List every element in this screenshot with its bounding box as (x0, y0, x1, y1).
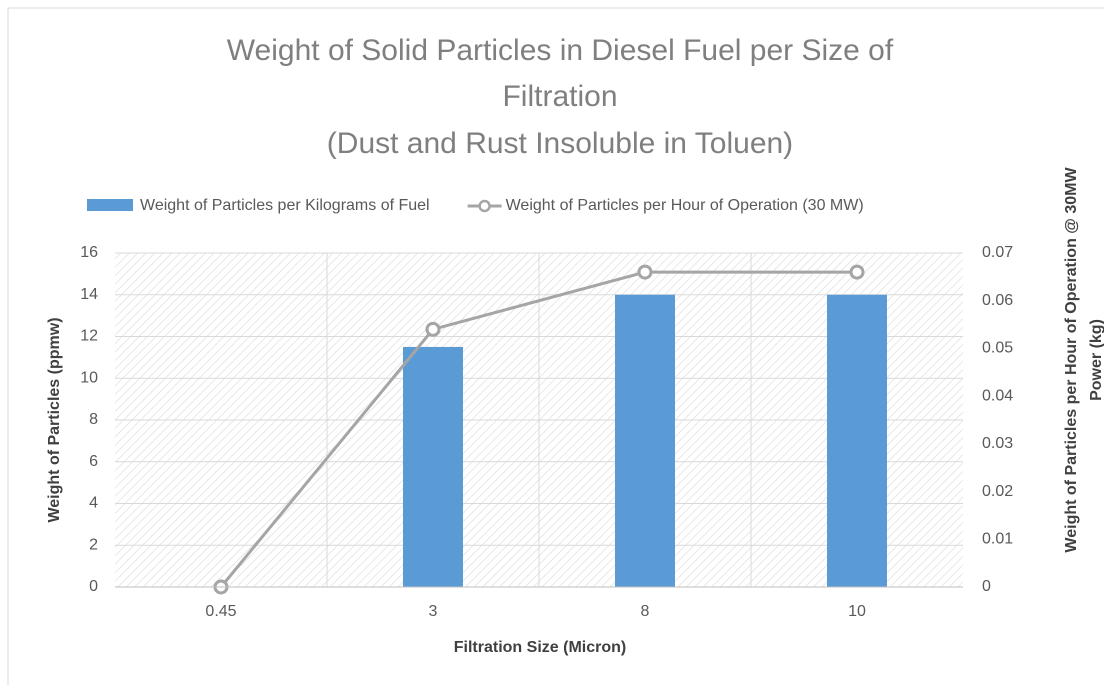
y2-tick-label: 0.01 (982, 531, 1013, 548)
chart-border (7, 7, 1104, 685)
y2-axis-title: Power (kg) (1088, 319, 1104, 401)
legend-swatch (478, 199, 491, 213)
x-axis-title: Filtration Size (Micron) (454, 639, 626, 656)
bar (403, 346, 463, 587)
x-tick-label: 10 (848, 603, 866, 620)
y-tick-label: 0 (89, 578, 98, 595)
chart-title: Weight of Solid Particles in Diesel Fuel… (227, 34, 894, 67)
line-marker (849, 264, 865, 280)
y-tick-label: 4 (89, 495, 98, 512)
x-tick-label: 3 (429, 603, 438, 620)
line-marker (637, 264, 653, 280)
y2-tick-label: 0.04 (982, 387, 1013, 404)
line-marker (425, 321, 441, 337)
y2-tick-label: 0.07 (982, 244, 1013, 261)
y2-tick-label: 0.05 (982, 340, 1013, 357)
y2-tick-label: 0.06 (982, 292, 1013, 309)
y-tick-label: 16 (80, 244, 98, 261)
y2-axis-title: Weight of Particles per Hour of Operatio… (1063, 167, 1080, 553)
bar (615, 294, 675, 587)
y2-tick-label: 0 (982, 578, 991, 595)
y-tick-label: 6 (89, 453, 98, 470)
bar (827, 294, 887, 587)
legend-label: Weight of Particles per Kilograms of Fue… (140, 197, 430, 214)
y-axis-title: Weight of Particles (ppmw) (46, 317, 63, 522)
chart-title: Filtration (502, 80, 617, 113)
y-tick-label: 2 (89, 536, 98, 553)
y2-tick-label: 0.02 (982, 483, 1013, 500)
chart-title: (Dust and Rust Insoluble in Toluen) (327, 127, 793, 160)
y2-tick-label: 0.03 (982, 435, 1013, 452)
y-tick-label: 12 (80, 328, 98, 345)
legend-label: Weight of Particles per Hour of Operatio… (506, 197, 864, 214)
legend-swatch (87, 199, 133, 211)
y-tick-label: 8 (89, 411, 98, 428)
x-tick-label: 0.45 (205, 603, 236, 620)
x-tick-label: 8 (641, 603, 650, 620)
y-tick-label: 10 (80, 369, 98, 386)
line (219, 270, 857, 588)
y-tick-label: 14 (80, 286, 98, 303)
